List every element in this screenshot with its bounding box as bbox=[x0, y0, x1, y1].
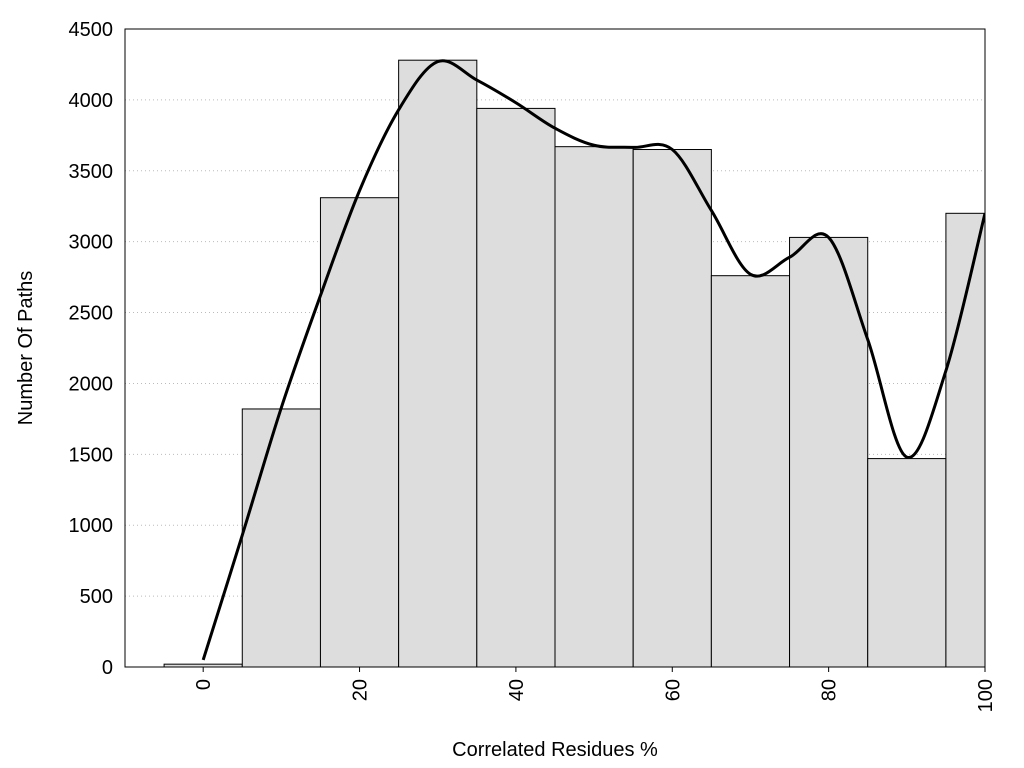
y-tick-label: 0 bbox=[102, 657, 113, 679]
density-line bbox=[201, 59, 985, 661]
x-tick-label: 40 bbox=[506, 679, 528, 701]
y-tick-label: 2000 bbox=[69, 373, 114, 395]
y-axis-title: Number Of Paths bbox=[15, 271, 37, 426]
x-tick-label: 100 bbox=[975, 679, 997, 712]
x-tick-label: 80 bbox=[819, 679, 841, 701]
bar bbox=[789, 236, 869, 667]
x-tick-label: 20 bbox=[350, 679, 372, 701]
plot-frame bbox=[124, 28, 986, 668]
bar bbox=[398, 59, 478, 667]
y-tick-label: 3000 bbox=[69, 232, 114, 254]
y-tick-label: 4500 bbox=[69, 19, 114, 41]
y-tick-label: 2500 bbox=[69, 303, 114, 325]
x-axis-title: Correlated Residues % bbox=[452, 739, 658, 761]
y-tick-label: 500 bbox=[80, 586, 113, 608]
y-tick-label: 1000 bbox=[69, 515, 114, 537]
bar bbox=[319, 197, 400, 667]
bar bbox=[476, 107, 556, 667]
bar bbox=[710, 275, 791, 667]
y-tick-label: 3500 bbox=[69, 161, 114, 183]
bars bbox=[163, 59, 985, 667]
bar bbox=[241, 408, 321, 667]
bar bbox=[554, 146, 634, 667]
bar bbox=[945, 212, 985, 667]
x-tick-label: 0 bbox=[193, 679, 215, 690]
bar bbox=[867, 458, 947, 667]
y-tick-label: 1500 bbox=[69, 444, 114, 466]
y-tick-label: 4000 bbox=[69, 90, 114, 112]
bar bbox=[632, 149, 712, 667]
x-tick-label: 60 bbox=[662, 679, 684, 701]
